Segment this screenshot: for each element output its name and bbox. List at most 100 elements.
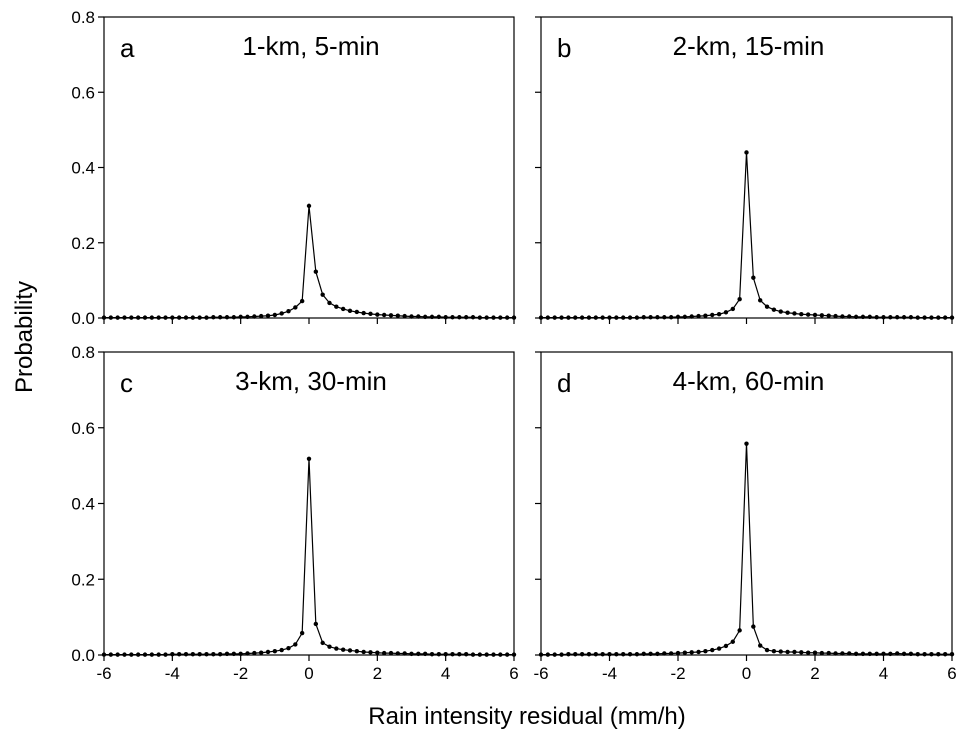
panel-title: 3-km, 30-min xyxy=(235,366,387,396)
data-point xyxy=(238,651,243,657)
data-point xyxy=(170,315,175,320)
y-tick-label: 0.0 xyxy=(71,646,95,665)
data-point xyxy=(477,315,483,320)
data-point xyxy=(634,652,640,657)
data-point xyxy=(881,651,886,657)
data-point xyxy=(655,315,660,320)
data-point xyxy=(245,651,250,656)
data-point xyxy=(812,312,818,318)
data-point xyxy=(122,652,127,657)
data-point xyxy=(607,315,612,320)
data-point xyxy=(860,651,866,657)
data-point xyxy=(416,314,421,319)
data-point xyxy=(108,652,114,657)
data-point xyxy=(183,315,189,320)
data-point xyxy=(381,650,387,656)
y-tick-label: 0.2 xyxy=(71,234,95,253)
data-point xyxy=(723,310,729,315)
y-tick-label: 0.8 xyxy=(71,8,95,27)
data-point xyxy=(634,315,640,320)
x-tick-label: 4 xyxy=(879,664,888,683)
data-point xyxy=(436,652,442,657)
data-point xyxy=(135,652,141,657)
data-point xyxy=(901,315,907,320)
panel-title: 4-km, 60-min xyxy=(673,366,825,396)
data-point xyxy=(538,315,544,320)
data-point xyxy=(895,315,900,320)
data-point xyxy=(416,651,421,657)
plot-frame xyxy=(103,16,515,319)
data-point xyxy=(799,650,804,655)
data-point xyxy=(771,307,777,312)
data-point xyxy=(313,269,319,274)
data-point xyxy=(867,651,872,657)
data-point xyxy=(840,651,845,656)
data-point xyxy=(771,649,777,654)
data-point xyxy=(388,650,394,656)
data-point xyxy=(901,651,907,657)
data-point xyxy=(334,304,339,309)
data-point xyxy=(696,313,701,319)
data-point xyxy=(190,652,196,657)
data-point xyxy=(422,651,428,657)
data-point xyxy=(197,652,202,657)
x-tick-label: -6 xyxy=(533,664,548,683)
data-point xyxy=(142,315,148,320)
data-point xyxy=(573,315,578,320)
data-point xyxy=(730,639,735,644)
data-point xyxy=(764,647,770,653)
data-point xyxy=(211,315,216,320)
data-point xyxy=(949,652,955,657)
data-point xyxy=(409,651,414,657)
data-point xyxy=(149,315,155,320)
data-point xyxy=(375,312,380,317)
plot-frame xyxy=(540,16,953,319)
panel-c: 0.0 0.2 0.4 0.6 0.8 -6 -4 -2 0 2 4 6 c 3-km, 30-min xyxy=(71,343,518,683)
data-point xyxy=(129,652,134,657)
data-point xyxy=(860,314,866,320)
data-point xyxy=(936,652,941,657)
data-point xyxy=(347,308,353,314)
x-tick-label: -4 xyxy=(602,664,617,683)
data-point xyxy=(204,315,209,320)
data-point xyxy=(799,312,804,317)
data-point xyxy=(833,313,838,319)
series-line xyxy=(541,443,952,656)
data-point xyxy=(915,652,920,657)
x-tick-label: -6 xyxy=(96,664,111,683)
data-point xyxy=(176,652,182,657)
data-point xyxy=(579,652,585,657)
data-point xyxy=(443,315,448,320)
x-axis-title: Rain intensity residual (mm/h) xyxy=(368,703,685,730)
data-point xyxy=(293,642,298,647)
data-point xyxy=(847,314,852,319)
panel-letter: b xyxy=(557,33,571,63)
data-point xyxy=(238,314,243,320)
data-point xyxy=(334,646,339,651)
data-point xyxy=(347,648,353,653)
data-point xyxy=(197,315,202,320)
panel-letter: a xyxy=(120,33,135,63)
data-point xyxy=(156,652,161,657)
data-point xyxy=(641,315,646,320)
data-point xyxy=(648,315,653,320)
data-point xyxy=(607,652,612,657)
data-point xyxy=(498,315,503,320)
data-point xyxy=(272,312,278,318)
data-point xyxy=(778,649,783,654)
y-tick-label: 0.0 xyxy=(71,309,95,328)
data-point xyxy=(888,651,893,657)
data-point xyxy=(340,647,346,652)
data-point xyxy=(306,203,312,209)
data-point xyxy=(142,652,148,657)
x-tick-label: -2 xyxy=(233,664,248,683)
data-point xyxy=(908,651,914,657)
data-point xyxy=(792,649,797,655)
data-point xyxy=(545,315,551,320)
data-point xyxy=(593,652,598,657)
panel-title: 1-km, 5-min xyxy=(242,31,379,61)
x-tick-label: -4 xyxy=(165,664,180,683)
data-point xyxy=(566,315,571,320)
data-point xyxy=(915,315,920,320)
data-point xyxy=(429,314,435,320)
